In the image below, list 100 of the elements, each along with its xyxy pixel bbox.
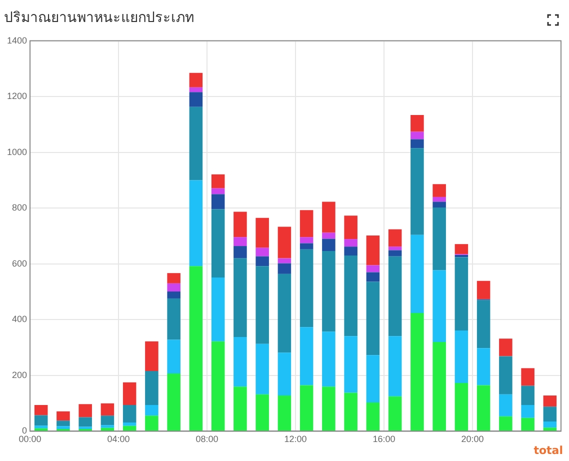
y-tick-label: 800 bbox=[12, 202, 28, 213]
bar bbox=[256, 344, 269, 394]
bar bbox=[100, 403, 114, 416]
bar bbox=[543, 428, 557, 431]
bar bbox=[189, 106, 203, 180]
x-tick-label: 00:00 bbox=[18, 434, 42, 444]
bar bbox=[344, 256, 358, 336]
bar bbox=[432, 196, 446, 202]
bar bbox=[476, 348, 490, 386]
bar bbox=[145, 341, 158, 371]
bar bbox=[234, 212, 247, 238]
bar bbox=[300, 237, 314, 244]
bar bbox=[476, 280, 490, 300]
bar bbox=[432, 202, 446, 208]
bar bbox=[56, 411, 70, 421]
bar bbox=[167, 340, 180, 374]
bar bbox=[388, 250, 402, 256]
bar bbox=[366, 265, 380, 272]
bar bbox=[211, 194, 225, 210]
bar bbox=[432, 184, 446, 197]
x-tick-label: 16:00 bbox=[372, 434, 396, 444]
y-tick-label: 600 bbox=[12, 258, 28, 268]
bar bbox=[145, 370, 158, 405]
bar bbox=[499, 338, 512, 356]
bar bbox=[211, 278, 225, 342]
bar bbox=[344, 216, 358, 240]
bar bbox=[432, 270, 446, 342]
bar bbox=[410, 139, 424, 148]
bar bbox=[300, 249, 314, 328]
bar bbox=[300, 385, 314, 431]
bar bbox=[366, 355, 380, 402]
y-tick-label: 1200 bbox=[6, 91, 28, 102]
bar bbox=[189, 92, 203, 107]
bar bbox=[278, 352, 292, 396]
y-tick-label: 200 bbox=[12, 370, 28, 380]
bar bbox=[278, 258, 292, 264]
bar bbox=[34, 426, 48, 428]
bar bbox=[234, 237, 247, 246]
bar bbox=[122, 426, 136, 431]
bar bbox=[56, 420, 70, 426]
bar bbox=[366, 235, 380, 266]
bar bbox=[189, 72, 203, 88]
bar bbox=[167, 283, 180, 292]
bar bbox=[454, 382, 468, 431]
bar bbox=[322, 386, 336, 431]
bar bbox=[366, 402, 380, 431]
bar bbox=[189, 87, 203, 92]
bar bbox=[543, 421, 557, 428]
bar bbox=[454, 330, 468, 383]
bar bbox=[344, 392, 358, 431]
x-tick-label: 20:00 bbox=[461, 434, 484, 444]
bar bbox=[300, 327, 314, 386]
bar bbox=[521, 368, 534, 386]
bar bbox=[499, 416, 512, 431]
y-tick-label: 1400 bbox=[6, 35, 28, 46]
bar bbox=[256, 394, 269, 431]
bar bbox=[122, 404, 136, 423]
y-tick-label: 400 bbox=[12, 314, 28, 324]
bar bbox=[521, 404, 534, 418]
bar bbox=[100, 425, 114, 428]
bar bbox=[410, 148, 424, 235]
bar bbox=[56, 426, 70, 429]
bar bbox=[78, 404, 92, 418]
bar bbox=[388, 336, 402, 396]
bar bbox=[410, 114, 424, 132]
bar bbox=[322, 238, 336, 252]
bar bbox=[410, 132, 424, 140]
bar bbox=[432, 208, 446, 270]
bar bbox=[521, 386, 534, 405]
bar bbox=[278, 274, 292, 353]
bar bbox=[476, 385, 490, 431]
bar bbox=[256, 218, 269, 248]
bar bbox=[366, 272, 380, 282]
bar bbox=[189, 266, 203, 431]
bar bbox=[278, 263, 292, 274]
bar bbox=[344, 336, 358, 393]
chart-title: ปริมาณยานพาหนะแยกประเภท bbox=[4, 10, 194, 26]
bar bbox=[78, 417, 92, 427]
bar bbox=[167, 298, 180, 340]
bar bbox=[344, 239, 358, 247]
x-tick-label: 04:00 bbox=[107, 434, 130, 444]
bar bbox=[388, 229, 402, 247]
bar bbox=[145, 404, 158, 416]
bar bbox=[211, 188, 225, 194]
bar bbox=[167, 273, 180, 284]
bar bbox=[322, 251, 336, 332]
bar bbox=[410, 312, 424, 431]
bar bbox=[454, 257, 468, 331]
bar bbox=[256, 256, 269, 266]
bar bbox=[256, 266, 269, 344]
bar bbox=[122, 422, 136, 426]
y-tick-label: 1000 bbox=[6, 146, 28, 157]
bar bbox=[211, 209, 225, 278]
bar bbox=[432, 342, 446, 431]
bar bbox=[167, 291, 180, 298]
bar bbox=[322, 232, 336, 239]
bar bbox=[322, 202, 336, 233]
bar bbox=[189, 180, 203, 266]
bar bbox=[410, 234, 424, 313]
text: total bbox=[534, 444, 563, 457]
